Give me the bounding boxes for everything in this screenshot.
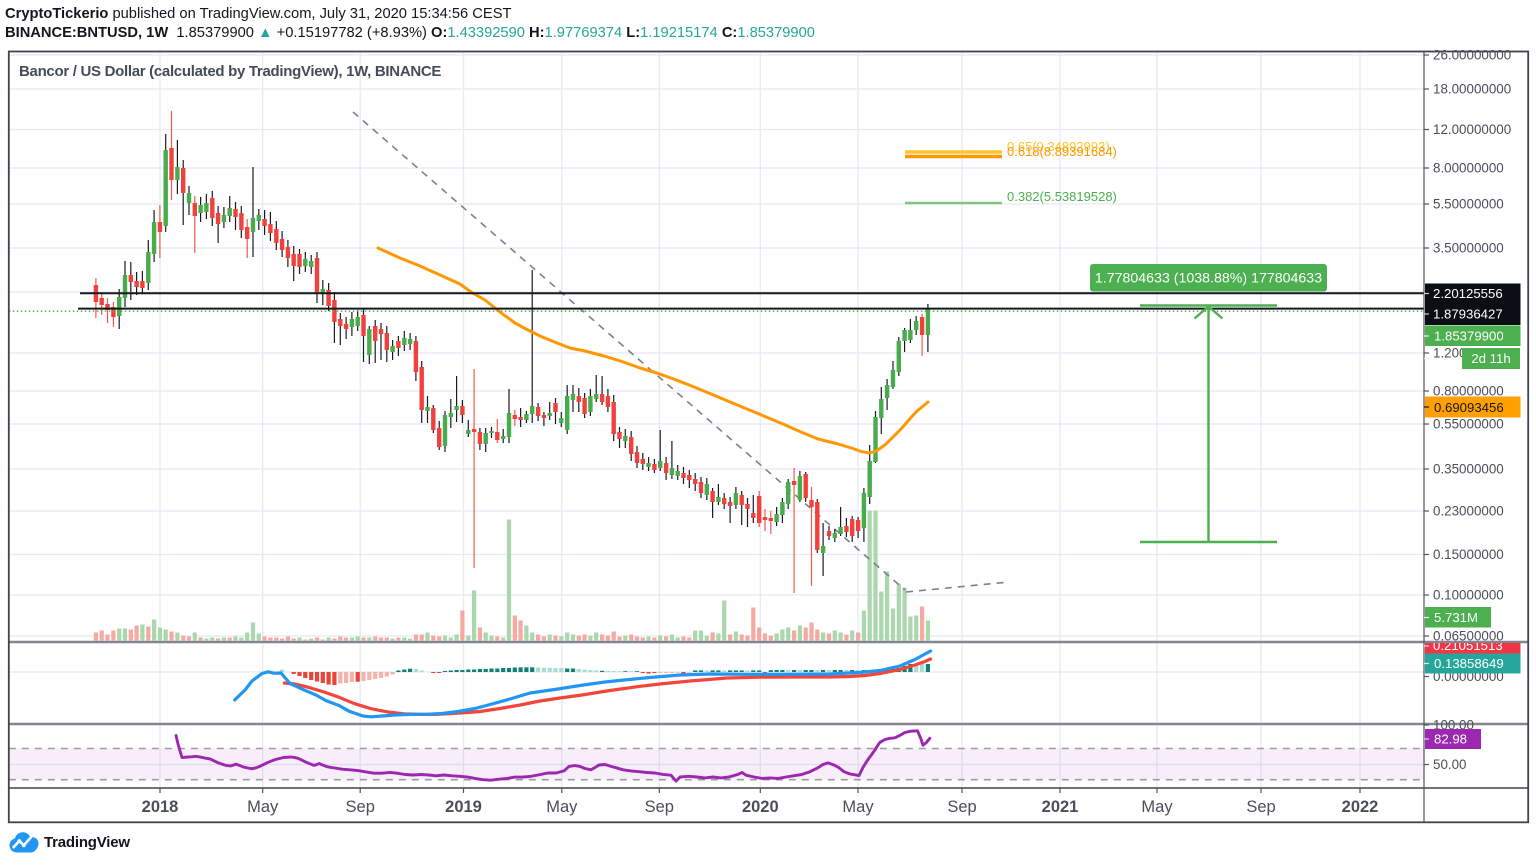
svg-text:0.69093456: 0.69093456 bbox=[1434, 400, 1504, 415]
svg-text:100.00: 100.00 bbox=[1433, 718, 1474, 733]
svg-text:0.80000000: 0.80000000 bbox=[1433, 384, 1504, 399]
svg-text:Sep: Sep bbox=[346, 798, 375, 816]
svg-text:2019: 2019 bbox=[445, 798, 482, 816]
svg-text:2020: 2020 bbox=[742, 798, 779, 816]
svg-text:1.85379900: 1.85379900 bbox=[1434, 329, 1504, 344]
svg-text:2d 11h: 2d 11h bbox=[1471, 351, 1510, 366]
svg-text:Sep: Sep bbox=[947, 798, 976, 816]
svg-text:0.21051513: 0.21051513 bbox=[1433, 638, 1503, 653]
svg-text:0.618(8.89391684): 0.618(8.89391684) bbox=[1007, 144, 1117, 159]
svg-text:82.98: 82.98 bbox=[1434, 732, 1467, 747]
svg-text:1.77804633 (1038.88%) 17780463: 1.77804633 (1038.88%) 177804633 bbox=[1095, 271, 1322, 287]
svg-text:2.20125556: 2.20125556 bbox=[1433, 286, 1503, 301]
svg-text:12.00000000: 12.00000000 bbox=[1433, 122, 1511, 137]
svg-text:0.15000000: 0.15000000 bbox=[1433, 547, 1504, 562]
svg-text:0.10000000: 0.10000000 bbox=[1433, 588, 1504, 603]
svg-text:18.00000000: 18.00000000 bbox=[1433, 82, 1511, 97]
svg-text:May: May bbox=[842, 798, 874, 816]
svg-text:Sep: Sep bbox=[645, 798, 674, 816]
svg-text:2018: 2018 bbox=[142, 798, 179, 816]
svg-text:26.00000000: 26.00000000 bbox=[1433, 48, 1511, 63]
svg-text:8.00000000: 8.00000000 bbox=[1433, 161, 1504, 176]
svg-text:5.50000000: 5.50000000 bbox=[1433, 197, 1504, 212]
svg-text:0.55000000: 0.55000000 bbox=[1433, 417, 1504, 432]
svg-text:May: May bbox=[546, 798, 578, 816]
svg-text:5.731M: 5.731M bbox=[1434, 610, 1478, 625]
svg-text:May: May bbox=[247, 798, 279, 816]
svg-text:0.06500000: 0.06500000 bbox=[1433, 629, 1504, 644]
svg-text:0.65(9.34892993): 0.65(9.34892993) bbox=[1007, 139, 1110, 154]
svg-text:50.00: 50.00 bbox=[1433, 757, 1467, 772]
svg-text:0.35000000: 0.35000000 bbox=[1433, 462, 1504, 477]
svg-text:Sep: Sep bbox=[1246, 798, 1275, 816]
svg-text:1.87936427: 1.87936427 bbox=[1433, 307, 1503, 322]
svg-text:May: May bbox=[1141, 798, 1173, 816]
svg-text:0.23000000: 0.23000000 bbox=[1433, 504, 1504, 519]
svg-text:2021: 2021 bbox=[1042, 798, 1079, 816]
svg-text:0.382(5.53819528): 0.382(5.53819528) bbox=[1007, 189, 1117, 204]
svg-text:2022: 2022 bbox=[1342, 798, 1379, 816]
svg-text:0.13858649: 0.13858649 bbox=[1434, 656, 1504, 671]
svg-text:3.50000000: 3.50000000 bbox=[1433, 241, 1504, 256]
